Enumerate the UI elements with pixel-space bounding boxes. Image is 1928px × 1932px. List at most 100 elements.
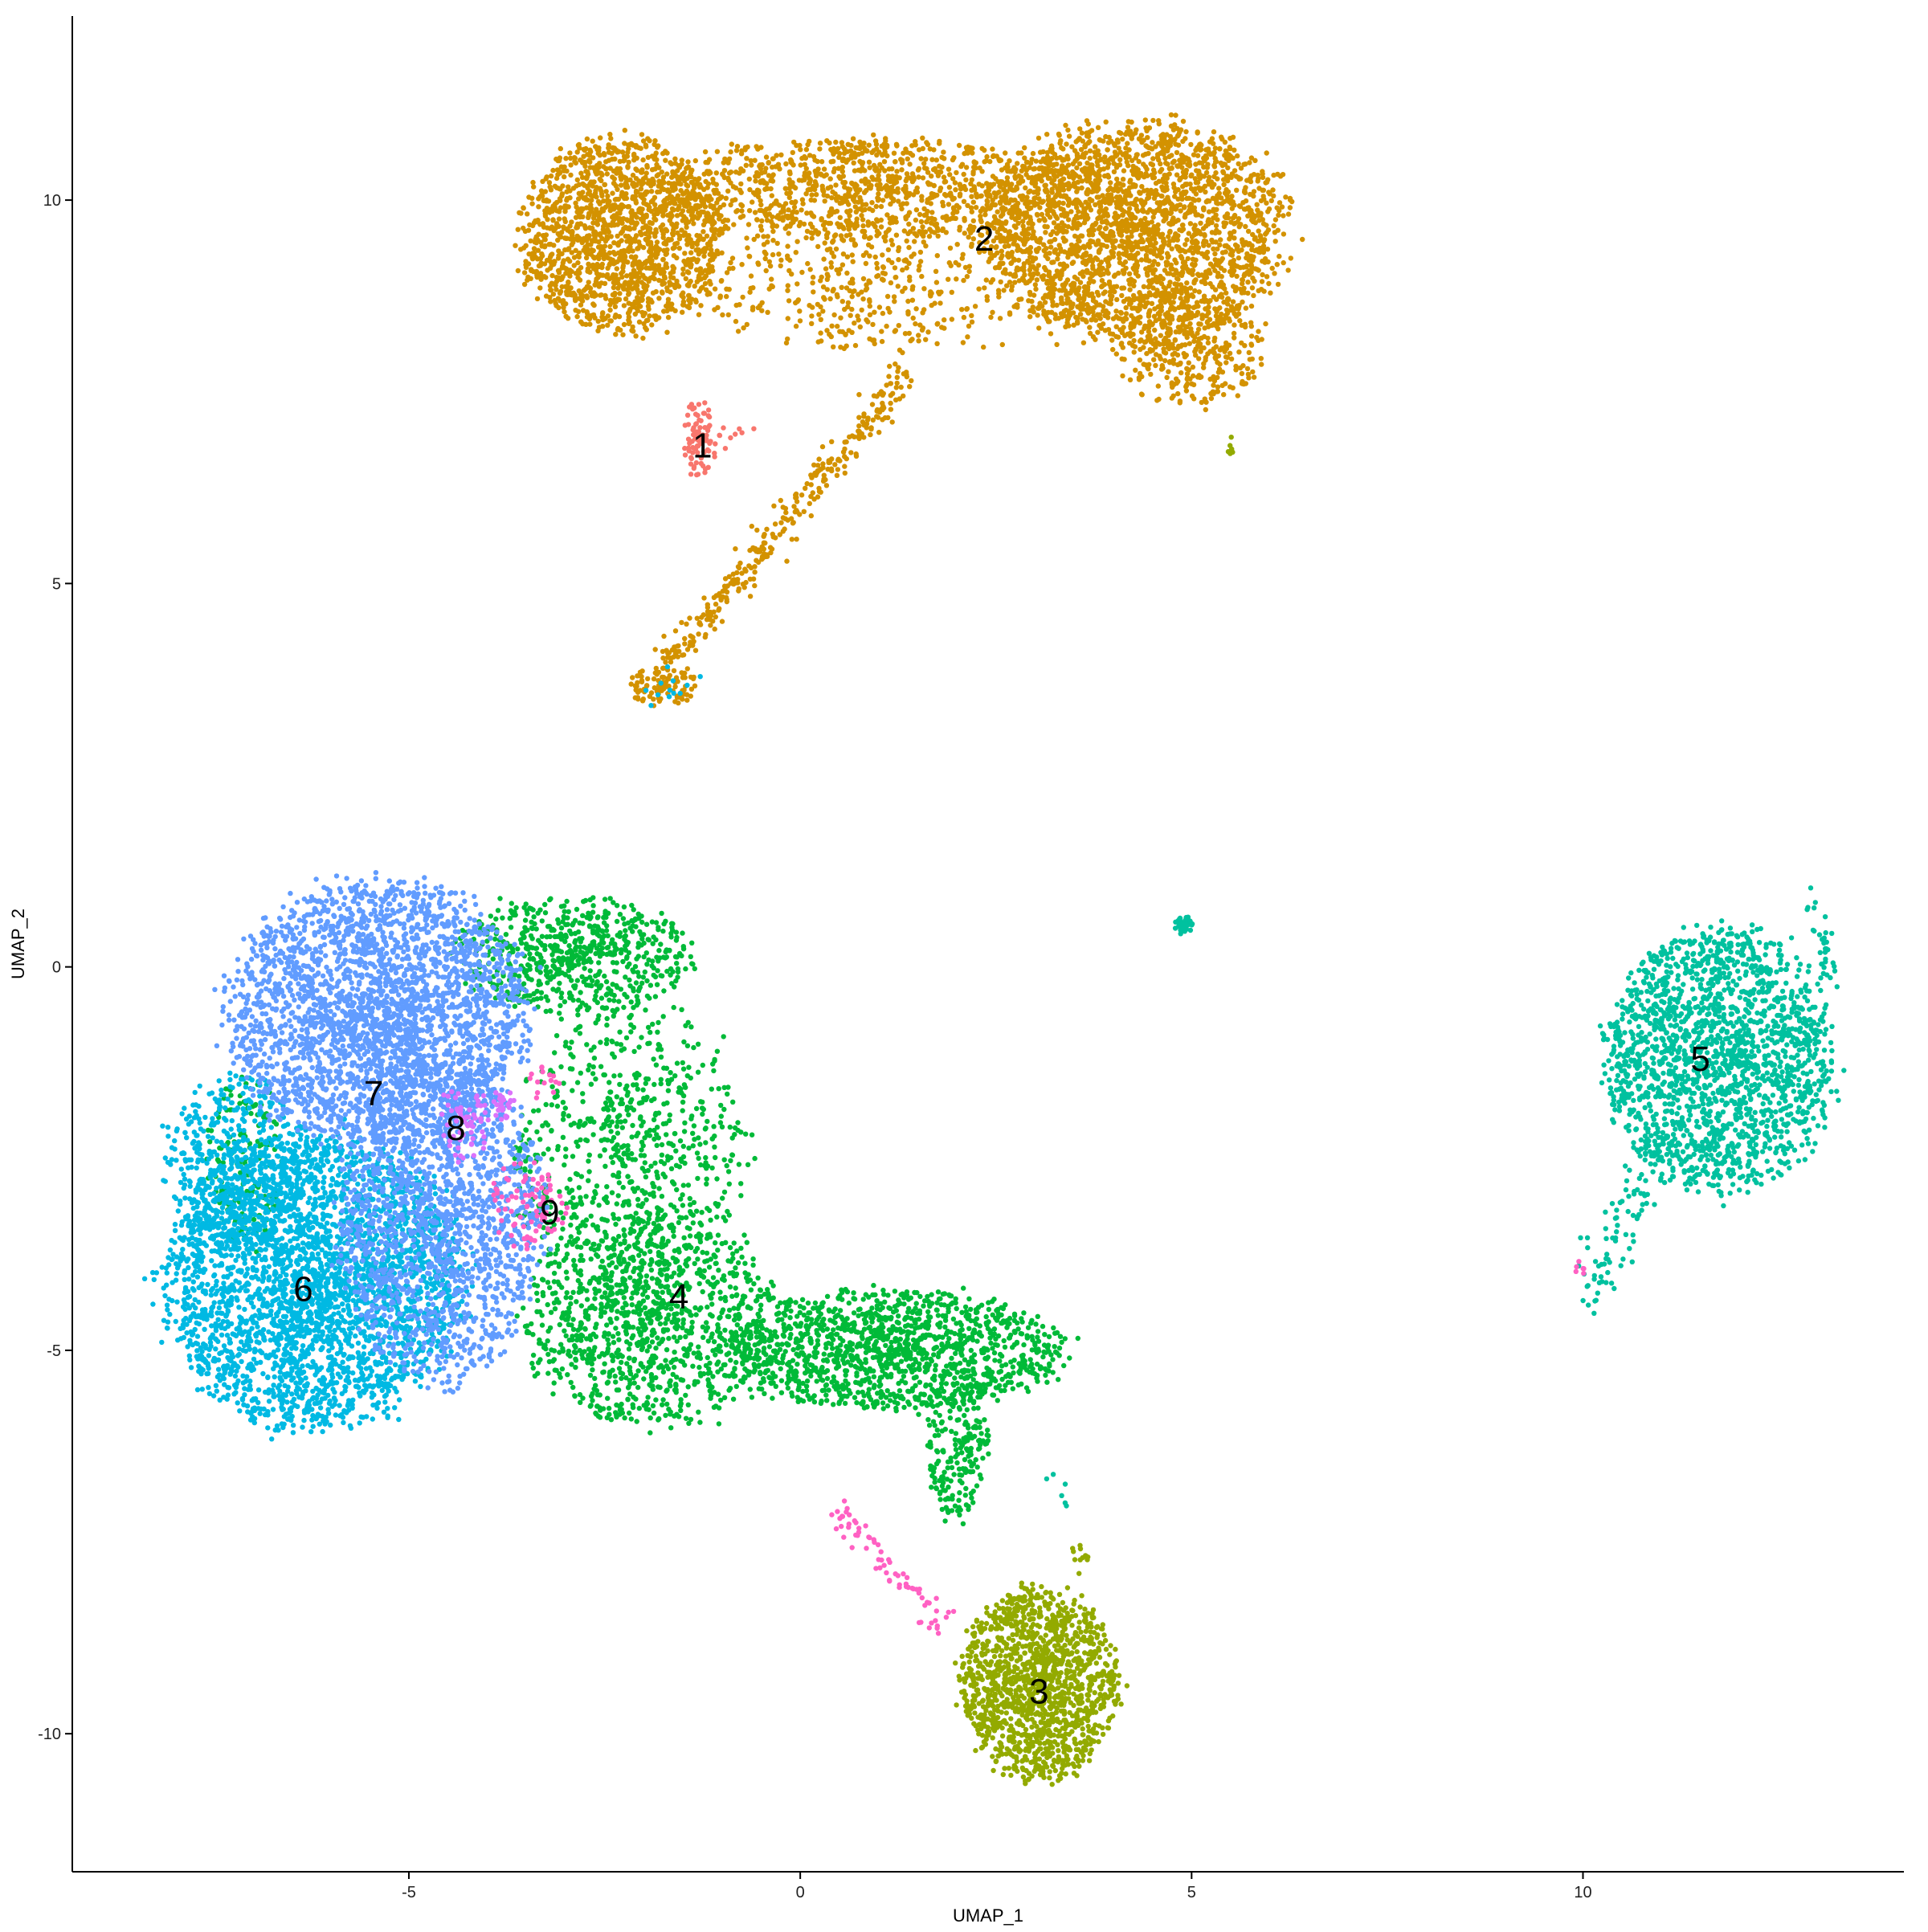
data-point [861,145,868,151]
data-point [1206,268,1212,273]
data-point [999,220,1005,226]
data-point [712,190,717,196]
data-point [1059,227,1064,232]
data-point [832,191,838,197]
data-point [712,451,717,456]
data-point [1207,261,1214,267]
data-point [1134,223,1141,229]
data-point [1035,239,1041,244]
data-point [533,254,538,260]
data-point [568,155,574,161]
data-point [633,333,639,339]
data-point [1229,206,1236,211]
data-point [754,217,760,223]
data-point [1207,151,1214,157]
data-point [941,174,947,180]
data-point [827,176,833,182]
data-point [995,179,1001,185]
data-point [1100,321,1106,327]
data-point [1108,222,1114,228]
data-point [586,158,592,164]
data-point [1212,287,1219,292]
data-point [1044,186,1049,193]
data-point [1114,296,1120,303]
data-point [1064,141,1069,147]
data-point [1101,308,1106,314]
data-point [1174,276,1180,281]
data-point [602,152,607,157]
data-point [1246,272,1252,277]
data-point [1087,325,1093,330]
data-point [1139,246,1145,251]
data-point [1215,271,1221,276]
data-point [529,201,535,206]
data-point [694,432,700,438]
data-point [537,222,543,227]
data-point [1096,312,1101,318]
data-point [1108,230,1113,236]
data-point [1015,243,1021,250]
data-point [901,228,908,234]
data-point [643,236,648,243]
data-point [1179,255,1185,261]
data-point [622,141,627,146]
data-point [1050,202,1056,207]
data-point [607,250,613,255]
data-point [521,270,528,276]
data-point [685,436,692,442]
data-point [958,163,964,170]
data-point [1077,222,1083,227]
data-point [861,190,868,195]
data-point [1184,182,1190,187]
data-point [1243,305,1249,311]
data-point [1129,119,1134,125]
data-point [792,200,798,206]
data-point [647,239,653,245]
data-point [1142,222,1147,227]
data-point [995,209,1000,214]
data-point [1150,117,1156,124]
data-point [728,435,733,441]
data-point [604,272,611,278]
data-point [701,186,707,192]
data-point [701,229,706,235]
data-point [1229,272,1235,278]
data-point [1068,251,1075,256]
data-point [942,191,948,198]
data-point [1114,176,1120,182]
data-point [1209,136,1215,141]
data-point [701,410,707,416]
data-point [1044,132,1050,137]
data-point [590,225,595,231]
data-point [1216,230,1222,235]
data-point [923,157,929,162]
data-point [1213,223,1219,229]
data-point [1154,253,1160,259]
data-point [1141,284,1147,289]
data-point [961,198,967,204]
data-point [565,256,571,262]
data-point [1007,185,1013,191]
data-point [1150,277,1156,283]
data-point [691,195,696,201]
data-point [1036,325,1042,331]
data-point [1211,246,1216,251]
data-point [1212,145,1219,151]
data-point [619,149,626,155]
data-point [1119,292,1125,299]
data-point [714,149,721,154]
data-point [1162,198,1169,203]
data-point [1084,130,1089,136]
data-point [647,230,653,235]
data-point [1142,215,1148,222]
data-point [757,207,762,214]
data-point [586,213,591,219]
data-point [564,196,570,202]
data-point [948,193,954,199]
data-point [631,329,636,334]
data-point [1211,164,1218,170]
data-point [668,237,674,243]
data-point [1137,190,1143,196]
data-point [661,280,668,286]
data-point [789,214,795,220]
